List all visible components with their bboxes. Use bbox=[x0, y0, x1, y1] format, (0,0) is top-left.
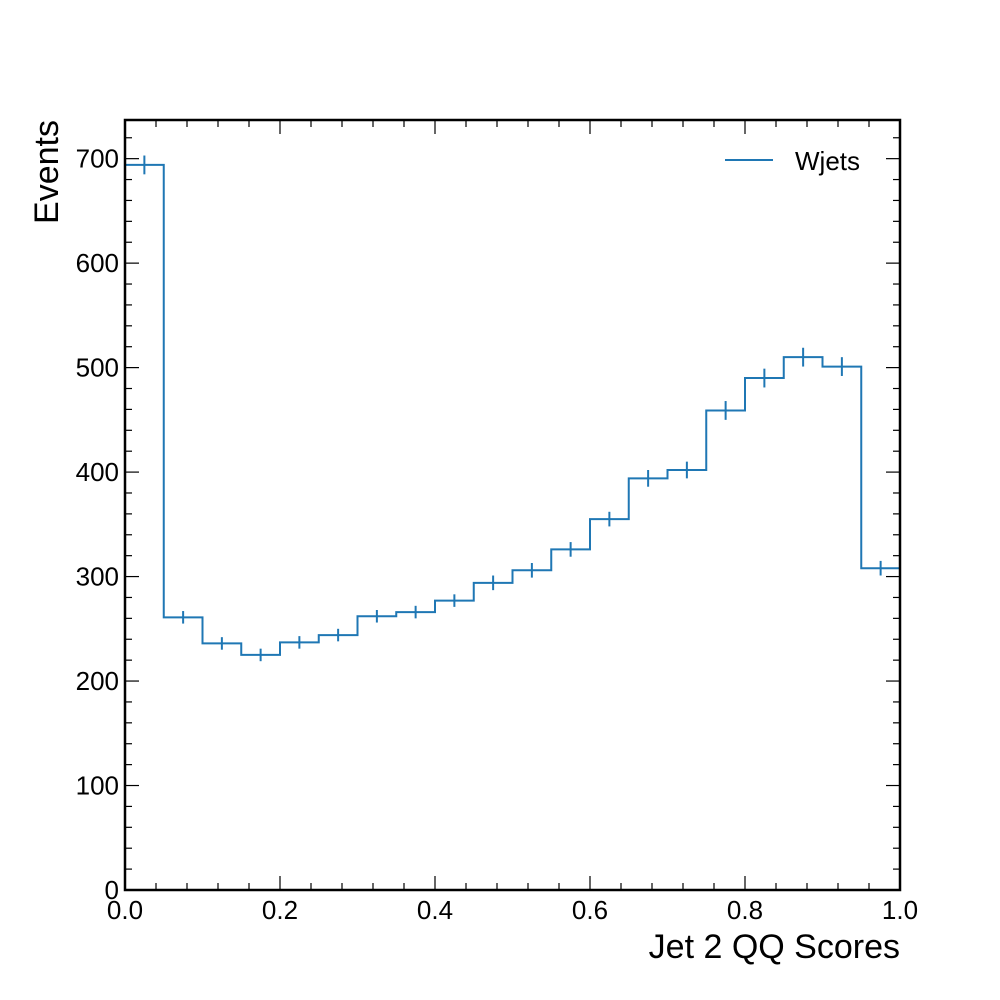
y-tick-labels: 0 100 200 300 400 500 600 700 bbox=[76, 144, 119, 905]
y-tick-label: 400 bbox=[76, 457, 119, 487]
y-tick-label: 100 bbox=[76, 771, 119, 801]
y-tick-label: 600 bbox=[76, 248, 119, 278]
histogram-step-line bbox=[125, 163, 900, 656]
y-axis-label: Events bbox=[28, 120, 66, 224]
x-tick-label: 0.6 bbox=[572, 895, 608, 925]
x-tick-label: 0.4 bbox=[417, 895, 453, 925]
plot-frame bbox=[123, 118, 902, 892]
legend: Wjets bbox=[725, 146, 860, 176]
histogram-series bbox=[125, 163, 900, 656]
axis-ticks bbox=[124, 120, 901, 891]
y-tick-label: 500 bbox=[76, 353, 119, 383]
y-tick-label: 700 bbox=[76, 144, 119, 174]
x-axis-label: Jet 2 QQ Scores bbox=[649, 928, 900, 966]
y-tick-label: 200 bbox=[76, 666, 119, 696]
x-tick-label: 1.0 bbox=[882, 895, 918, 925]
x-tick-label: 0.2 bbox=[262, 895, 298, 925]
x-tick-label: 0.8 bbox=[727, 895, 763, 925]
y-tick-label: 300 bbox=[76, 562, 119, 592]
x-tick-labels: 0.0 0.2 0.4 0.6 0.8 1.0 bbox=[107, 895, 918, 925]
y-tick-label: 0 bbox=[105, 875, 119, 905]
legend-label-wjets: Wjets bbox=[795, 146, 860, 176]
error-bars bbox=[143, 155, 882, 662]
x-tick-label: 0.0 bbox=[107, 895, 143, 925]
